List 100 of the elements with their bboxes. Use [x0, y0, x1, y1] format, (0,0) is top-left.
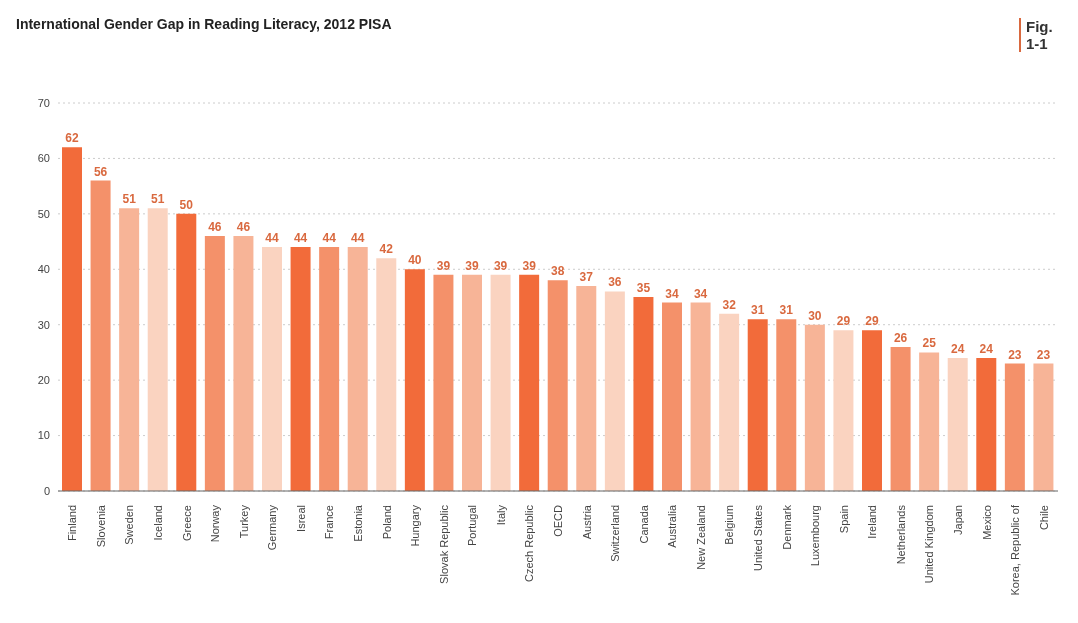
x-tick-label: Switzerland	[609, 505, 622, 562]
x-tick-label: New Zealand	[694, 505, 707, 570]
data-label: 25	[922, 336, 937, 351]
bar	[576, 285, 597, 491]
chart-title: International Gender Gap in Reading Literacy, 2012 PISA	[16, 16, 392, 32]
data-label: 26	[893, 330, 908, 345]
bar	[833, 330, 854, 491]
bar	[633, 297, 654, 491]
bar	[662, 302, 682, 491]
bar	[719, 313, 740, 491]
data-label: 44	[351, 231, 365, 246]
x-tick-label: Canada	[637, 504, 650, 544]
data-label: 44	[265, 231, 279, 246]
x-tick-label: Estonia	[352, 504, 364, 542]
x-tick-label: France	[323, 505, 336, 540]
bar	[462, 274, 482, 491]
data-label: 44	[293, 231, 308, 246]
bar	[204, 236, 225, 491]
x-tick-label: United Kingdom	[923, 505, 936, 584]
y-tick-label: 40	[37, 263, 50, 276]
bar	[404, 269, 425, 491]
x-tick-label: Iceland	[152, 505, 164, 541]
bar	[290, 247, 311, 491]
data-label: 40	[408, 253, 422, 268]
x-tick-label: Australia	[666, 504, 679, 548]
x-tick-label: Spain	[837, 505, 850, 534]
bar	[490, 274, 511, 491]
x-tick-label: Slovak Republic	[437, 504, 450, 584]
data-label: 34	[693, 286, 708, 301]
data-label: 39	[522, 258, 537, 273]
data-label: 42	[379, 242, 394, 257]
data-label: 31	[779, 303, 794, 318]
y-tick-label: 30	[37, 318, 50, 331]
x-tick-label: Portugal	[466, 505, 479, 546]
x-tick-label: Korea, Republic of	[1009, 504, 1022, 596]
y-tick-label: 60	[37, 152, 50, 165]
bar	[347, 247, 368, 491]
bar	[376, 258, 397, 491]
data-label: 36	[608, 275, 622, 290]
data-label: 56	[93, 164, 108, 179]
data-label: 29	[865, 314, 879, 329]
x-tick-label: Norway	[209, 504, 222, 543]
x-tick-label: Sweden	[123, 505, 136, 545]
data-label: 24	[951, 341, 965, 356]
bar	[262, 247, 282, 491]
bar	[147, 208, 168, 491]
bar	[119, 208, 140, 491]
data-label: 46	[236, 220, 251, 235]
x-tick-label: Belgium	[723, 505, 736, 545]
x-tick-label: Turkey	[237, 504, 250, 539]
bar	[90, 180, 111, 491]
y-tick-label: 0	[43, 484, 50, 497]
x-tick-label: United States	[752, 504, 764, 572]
data-label: 51	[151, 192, 165, 207]
bar	[947, 357, 968, 491]
bar	[519, 274, 540, 491]
data-label: 23	[1036, 347, 1051, 362]
x-tick-label: Chile	[1037, 505, 1050, 531]
x-tick-label: Luxembourg	[809, 505, 822, 567]
x-tick-label: Poland	[380, 505, 393, 540]
data-label: 39	[436, 258, 451, 273]
data-label: 38	[551, 264, 565, 279]
bar	[804, 324, 825, 491]
bar	[919, 352, 940, 491]
bar	[604, 291, 625, 491]
bar	[976, 357, 997, 491]
x-tick-label: Italy	[494, 504, 507, 526]
bar	[1004, 363, 1025, 491]
bar	[176, 213, 197, 491]
data-label: 24	[979, 341, 994, 356]
data-label: 39	[465, 258, 479, 273]
data-label: 30	[808, 308, 822, 323]
data-label: 39	[493, 258, 508, 273]
data-label: 51	[122, 192, 137, 207]
x-tick-label: Isreal	[294, 505, 307, 532]
data-label: 37	[579, 269, 594, 284]
x-tick-label: Slovenia	[94, 504, 107, 548]
x-tick-label: OECD	[552, 504, 564, 537]
bar	[690, 302, 711, 491]
bar	[319, 247, 340, 491]
caption: Fig. 1-1	[1019, 18, 1066, 52]
data-label: 35	[636, 281, 651, 295]
data-label: 34	[665, 286, 679, 301]
bar	[890, 346, 911, 491]
y-tick-label: 10	[37, 429, 50, 442]
x-tick-label: Finland	[66, 505, 79, 542]
bar	[747, 319, 768, 491]
data-label: 44	[322, 231, 337, 246]
bar	[233, 236, 254, 491]
x-tick-label: Austria	[580, 504, 593, 540]
x-tick-label: Japan	[952, 505, 964, 535]
data-label: 46	[208, 220, 222, 235]
data-label: 23	[1008, 347, 1022, 362]
x-tick-label: Mexico	[980, 505, 993, 540]
y-tick-label: 50	[37, 207, 50, 220]
x-tick-label: Hungary	[409, 504, 422, 547]
y-tick-label: 20	[37, 374, 50, 387]
data-label: 50	[179, 197, 194, 212]
data-label: 29	[836, 314, 851, 329]
data-label: 31	[751, 303, 765, 318]
